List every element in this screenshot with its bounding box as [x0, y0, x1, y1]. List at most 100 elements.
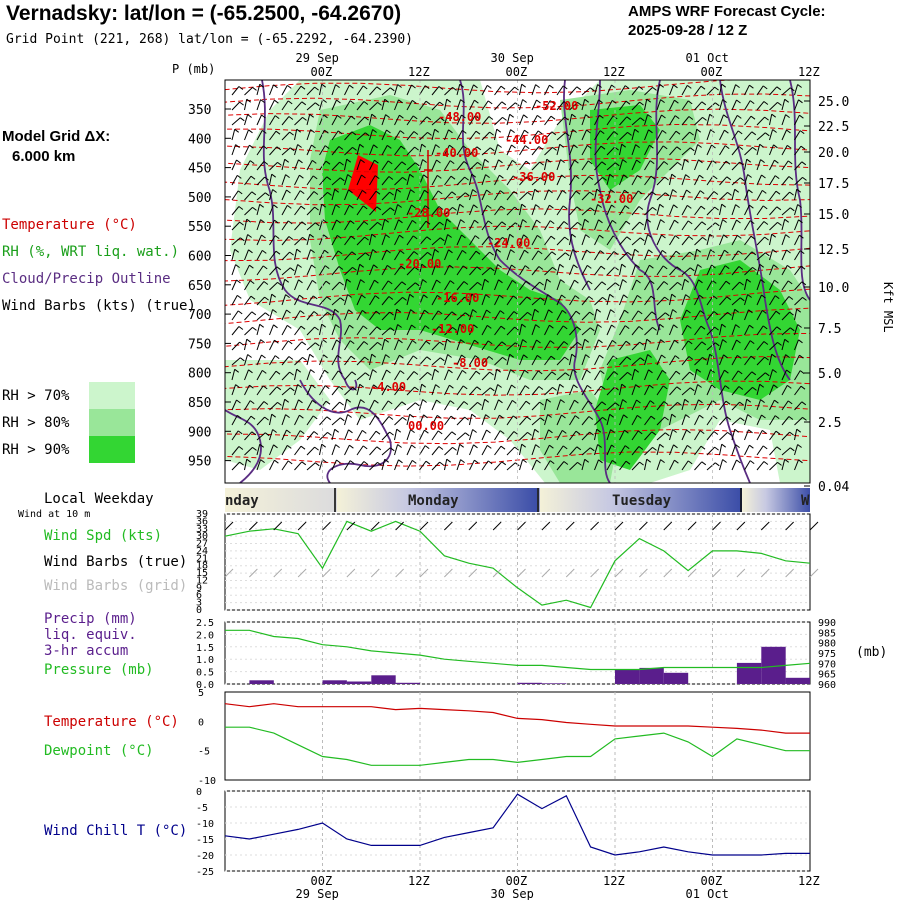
wind-barb: [544, 340, 551, 351]
wind-barb: [594, 219, 599, 231]
wind-barb-flag: [377, 461, 382, 466]
wind-barb: [769, 295, 776, 306]
wind-barb-grid: [517, 568, 526, 578]
wind-barb: [444, 339, 448, 351]
wind-barb: [731, 177, 741, 186]
wind-barb-flag: [539, 401, 544, 406]
wind-barb: [756, 132, 766, 141]
wind-barb: [531, 370, 539, 381]
wind-barb-flag: [322, 459, 327, 463]
wind-barb-flag: [299, 414, 304, 419]
wind-barb-flag: [389, 311, 394, 316]
wind-barb-flag: [411, 459, 417, 464]
wind-barb-flag: [312, 415, 318, 420]
wind-barb-flag: [335, 204, 340, 209]
wind-barb: [781, 114, 787, 126]
wind-barb: [381, 354, 387, 366]
top-date-label: 29 Sep: [296, 51, 339, 65]
wind-barb-flag: [351, 371, 357, 376]
wind-barb: [306, 295, 314, 306]
wind-barb: [381, 265, 388, 276]
wind-barb-flag: [326, 176, 332, 181]
wind-barb-flag: [449, 264, 454, 269]
wind-barb: [481, 371, 490, 381]
wind-barb-flag: [564, 252, 570, 257]
wind-barb: [631, 279, 637, 291]
wind-barb-flag: [349, 100, 355, 104]
wind-barb-flag: [511, 399, 517, 404]
wind-barb-flag: [697, 144, 702, 148]
wind-barb: [606, 460, 613, 471]
wind-barb: [306, 206, 315, 216]
wind-barb: [569, 384, 574, 396]
wind-barb: [769, 86, 778, 96]
wind-barb: [306, 264, 312, 276]
wind-barb-flag: [698, 279, 703, 284]
wind-barb-flag: [739, 417, 745, 422]
wind-barb-flag: [436, 414, 442, 419]
wind-barb-flag: [627, 371, 632, 376]
wind-barb-true: [712, 521, 721, 531]
wind-barb-flag: [451, 191, 457, 196]
wind-barb: [631, 190, 639, 201]
wind-barb: [681, 189, 687, 201]
wind-barb-flag: [311, 384, 316, 389]
wind-barb-flag: [384, 458, 390, 463]
wind-barb-flag: [801, 401, 807, 406]
wind-barb-flag: [660, 219, 665, 224]
wind-barb: [656, 99, 662, 111]
wind-barb-flag: [464, 192, 470, 197]
wind-barb-flag: [496, 248, 502, 253]
wind-barb: [256, 324, 261, 336]
wind-barb: [631, 159, 637, 171]
wind-barb-flag: [546, 278, 552, 283]
wind-barb-flag: [634, 368, 640, 373]
pressure-tick-label: 550: [188, 220, 211, 235]
wind-barb: [231, 221, 240, 231]
wind-barb: [706, 354, 711, 366]
wind-barb-flag: [786, 249, 791, 254]
wind-barb-flag: [339, 177, 345, 182]
wind-barb-flag: [774, 399, 779, 404]
wind-barb-flag: [286, 204, 292, 209]
wind-barb: [631, 461, 640, 471]
wind-barb: [469, 309, 474, 321]
wind-barb: [756, 264, 761, 276]
wind-barb: [656, 416, 665, 426]
wind-barb: [644, 207, 653, 216]
wind-barb: [631, 341, 640, 351]
wind-barb: [619, 429, 625, 441]
wind-barb: [294, 384, 299, 396]
wind-barb-flag: [601, 401, 607, 406]
wind-barb: [756, 399, 762, 411]
wind-speed-tick-label: 6: [196, 590, 202, 601]
wind-barb: [394, 309, 398, 321]
wind-barb-flag: [389, 87, 395, 92]
wind-barb: [669, 429, 674, 441]
wind-barb-flag: [774, 279, 779, 284]
wind-barb: [769, 159, 775, 171]
wind-barb: [381, 459, 386, 471]
wind-barb-flag: [276, 266, 282, 271]
wind-barb-flag: [510, 129, 515, 134]
wind-barb-grid: [590, 568, 599, 578]
wind-barb: [644, 369, 649, 381]
wind-barb: [469, 282, 478, 291]
wind-barb: [444, 99, 448, 111]
wind-barb-flag: [234, 248, 239, 253]
wind-barb: [519, 416, 528, 426]
wind-barb: [369, 114, 373, 126]
wind-barb-flag: [487, 460, 493, 465]
wind-barb-flag: [313, 311, 319, 315]
wind-barb-flag: [639, 237, 645, 242]
wind-barb-flag: [738, 146, 744, 150]
wind-barb: [519, 339, 524, 351]
wind-barb: [544, 235, 552, 246]
wind-barb-flag: [274, 339, 279, 344]
wind-barb: [269, 370, 277, 381]
wind-barb-flag: [372, 249, 377, 253]
wind-barb-flag: [484, 158, 490, 163]
wind-barb: [456, 176, 465, 186]
wind-barb-flag: [559, 263, 565, 268]
wind-barb: [469, 414, 473, 426]
